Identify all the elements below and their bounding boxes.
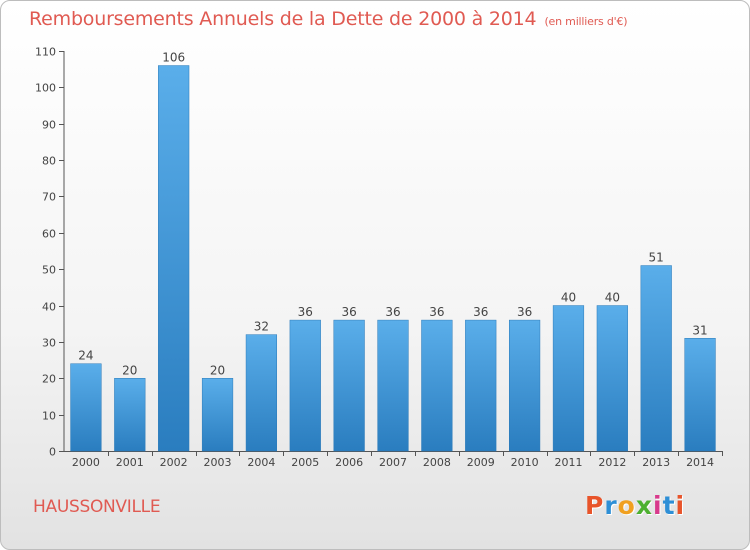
y-tick-label: 100 [35, 82, 56, 95]
bar-2008 [421, 319, 453, 452]
x-tick-label: 2001 [116, 456, 144, 469]
commune-name: HAUSSONVILLE [33, 497, 161, 517]
logo-letter: P [585, 491, 605, 520]
bar-2000 [70, 363, 102, 452]
logo-letter: r [604, 491, 618, 520]
y-axis: 0 10 20 30 40 50 60 70 80 90 100 110 [35, 46, 65, 459]
y-tick-label: 0 [49, 446, 56, 459]
data-label: 106 [162, 51, 185, 65]
logo-letter: i [653, 491, 663, 520]
x-tick-label: 2003 [204, 456, 232, 469]
chart-unit: (en milliers d'€) [544, 15, 628, 28]
x-tick-label: 2008 [423, 456, 451, 469]
x-tick-label: 2013 [642, 456, 670, 469]
logo-letter: t [662, 491, 676, 520]
x-tick-label: 2005 [291, 456, 319, 469]
data-label: 24 [78, 349, 93, 363]
chart-title-text: Remboursements Annuels de la Dette de 20… [29, 8, 537, 30]
y-tick-label: 20 [42, 373, 56, 386]
data-label: 36 [517, 305, 532, 319]
x-tick-label: 2006 [335, 456, 363, 469]
bar-2010 [508, 319, 541, 452]
x-tick-label: 2014 [686, 456, 714, 469]
y-tick-label: 90 [42, 119, 56, 132]
chart-title: Remboursements Annuels de la Dette de 20… [29, 8, 628, 30]
data-label: 36 [298, 305, 313, 319]
bar-2003 [201, 378, 234, 452]
y-tick-label: 80 [42, 155, 56, 168]
bar-2014 [684, 338, 716, 452]
x-tick-label: 2004 [247, 456, 275, 469]
y-tick-label: 60 [42, 228, 56, 241]
data-label: 31 [692, 323, 707, 337]
proxiti-logo[interactable]: Proxiti [585, 491, 685, 520]
bar-2011 [552, 305, 585, 452]
y-tick-label: 110 [35, 46, 56, 59]
bars [70, 65, 716, 452]
data-label: 36 [341, 305, 356, 319]
data-label: 51 [649, 251, 664, 265]
y-tick-label: 70 [42, 191, 56, 204]
x-axis: 2000 2001 2002 2003 2004 2005 2006 2007 2008 2009… [64, 451, 723, 469]
x-tick-label: 2010 [511, 456, 539, 469]
y-tick-label: 30 [42, 337, 56, 350]
y-tick-label: 50 [42, 264, 56, 277]
x-tick-label: 2000 [72, 456, 100, 469]
x-tick-label: 2012 [598, 456, 626, 469]
data-label: 20 [122, 363, 137, 377]
x-tick-label: 2009 [467, 456, 495, 469]
logo-letter: i [675, 491, 686, 520]
data-label: 36 [385, 305, 400, 319]
y-tick-label: 40 [42, 301, 56, 314]
bar-2005 [289, 319, 321, 452]
bar-2006 [333, 319, 365, 452]
data-label: 40 [561, 291, 576, 305]
x-tick-label: 2007 [379, 456, 407, 469]
data-label: 20 [210, 363, 225, 377]
logo-letter: o [617, 491, 636, 520]
x-tick-label: 2011 [554, 456, 582, 469]
y-tick-label: 10 [42, 410, 56, 423]
data-label: 40 [605, 291, 620, 305]
bar-2009 [465, 319, 497, 452]
x-tick-label: 2002 [160, 456, 188, 469]
bar-2012 [596, 305, 628, 452]
logo-letter: x [635, 491, 653, 520]
data-label: 36 [473, 305, 488, 319]
data-label: 32 [254, 320, 269, 334]
bar-2004 [245, 334, 278, 452]
bar-2002 [158, 65, 190, 452]
bar-2013 [640, 265, 672, 452]
data-labels: 24 20 106 20 32 36 36 36 36 36 36 40 40 51 31 [78, 51, 707, 378]
bar-2007 [377, 319, 409, 452]
data-label: 36 [429, 305, 444, 319]
bar-2001 [114, 378, 146, 452]
